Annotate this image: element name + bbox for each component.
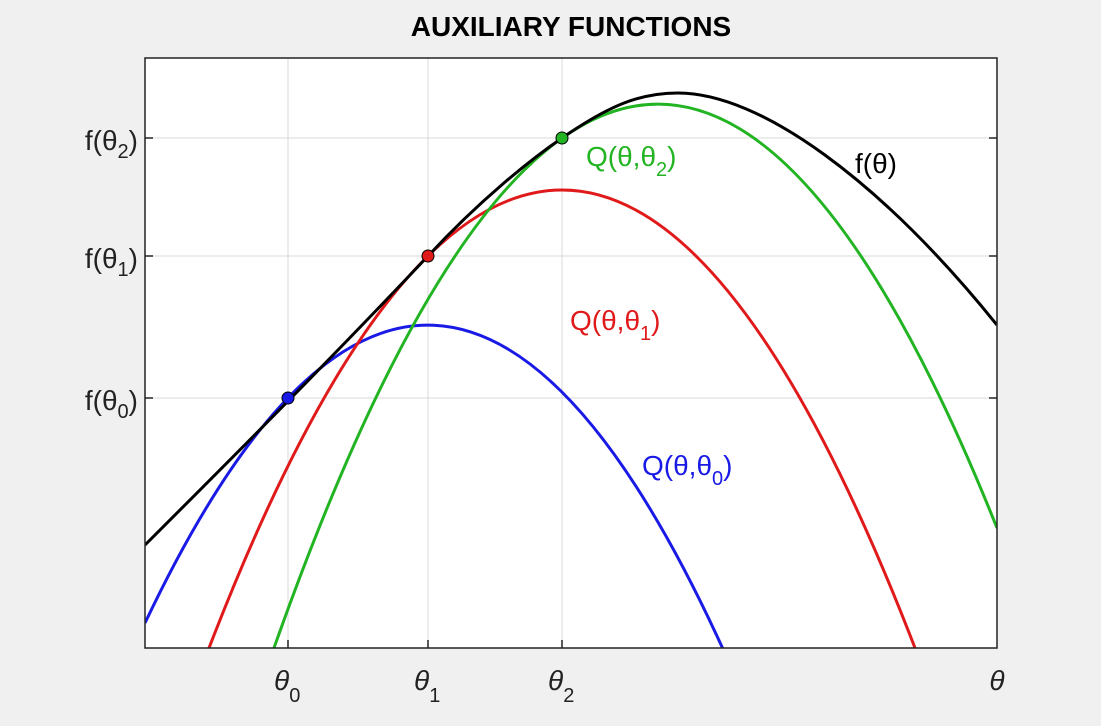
x-tick-label: θ2 <box>548 665 574 707</box>
label-sub: 0 <box>712 468 723 490</box>
point-0 <box>281 391 295 405</box>
label-part: f(θ <box>85 125 118 156</box>
curve-q2 <box>272 102 997 648</box>
point-2 <box>555 131 569 145</box>
label-part: Q(θ,θ <box>642 450 712 481</box>
label-sub: 1 <box>429 685 440 707</box>
label-part: θ <box>414 665 429 696</box>
label-part: ) <box>129 385 138 416</box>
x-tick-label: θ1 <box>414 665 440 707</box>
grid <box>145 58 997 648</box>
curve-label-f: f(θ) <box>855 148 897 179</box>
label-part: Q(θ,θ <box>570 305 640 336</box>
plot-area <box>145 58 997 648</box>
x-tick-label: θ0 <box>274 665 300 707</box>
label-sub: 2 <box>563 685 574 707</box>
label-part: θ <box>548 665 563 696</box>
curve-label-q0: Q(θ,θ0) <box>642 450 732 490</box>
label-sub: 1 <box>118 259 129 281</box>
title: AUXILIARY FUNCTIONS <box>411 11 731 42</box>
label-part: ) <box>129 125 138 156</box>
label-part: f(θ <box>85 385 118 416</box>
label-part: ) <box>129 243 138 274</box>
label-sub: 0 <box>118 401 129 423</box>
y-tick-label: f(θ1) <box>85 243 138 281</box>
label-sub: 0 <box>289 685 300 707</box>
y-tick-label: f(θ2) <box>85 125 138 163</box>
label-sub: 2 <box>118 141 129 163</box>
x-tick-labels: θ0 θ1 θ2 θ <box>274 665 1005 707</box>
label-sub: 1 <box>640 323 651 345</box>
curve-q1 <box>207 188 917 648</box>
curve-q0 <box>145 323 724 648</box>
x-axis-label: θ <box>989 665 1004 696</box>
label-sub: 2 <box>656 159 667 181</box>
ticks <box>145 137 997 648</box>
y-tick-label: f(θ0) <box>85 385 138 423</box>
y-tick-labels: f(θ2) f(θ1) f(θ0) <box>85 125 138 423</box>
label-part: f(θ <box>85 243 118 274</box>
curve-label-q2: Q(θ,θ2) <box>586 141 676 181</box>
label-part: ) <box>723 450 732 481</box>
label-part: ) <box>667 141 676 172</box>
point-1 <box>421 249 435 263</box>
plot-frame <box>144 57 998 649</box>
curve-label-q1: Q(θ,θ1) <box>570 305 660 345</box>
label-part: ) <box>651 305 660 336</box>
label-part: Q(θ,θ <box>586 141 656 172</box>
label-part: θ <box>274 665 289 696</box>
